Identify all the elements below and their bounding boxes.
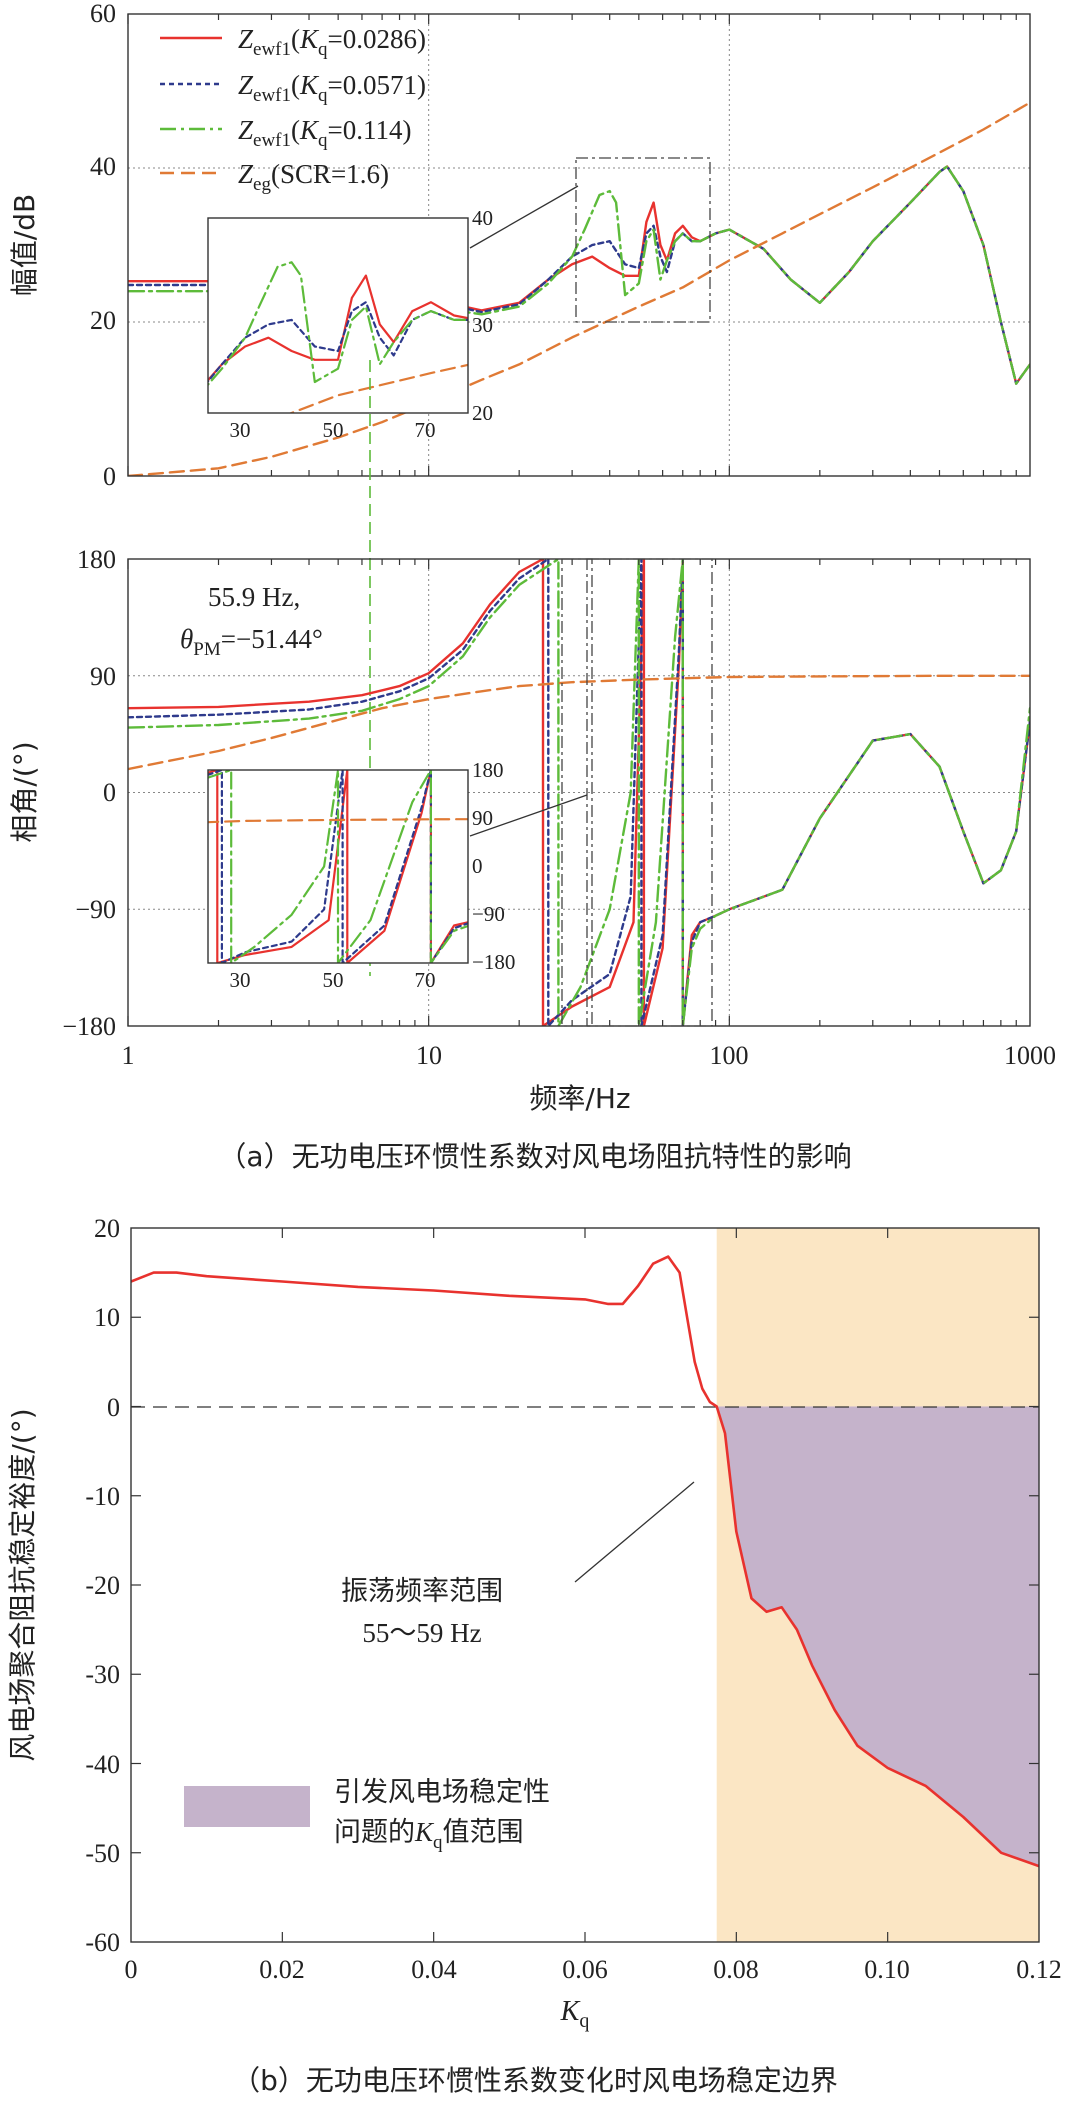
phase-inset-xtick: 50 (323, 968, 344, 992)
phase-inset-series-red (208, 770, 468, 963)
caption-b: （b）无功电压环惯性系数变化时风电场稳定边界 (232, 2064, 838, 2097)
phase-zoom-box-2 (586, 558, 713, 1027)
mag-inset-xtick: 70 (415, 418, 436, 442)
oscillation-callout-range: 55～59 Hz (362, 1618, 481, 1648)
mag-ytick-label: 40 (90, 152, 116, 181)
phase-inset-series-blue (208, 770, 468, 963)
margin-xtick-label: 0.04 (411, 1955, 457, 1984)
phase-xtick-label: 10 (416, 1041, 442, 1070)
magnitude-inset: 30 50 70 20 30 40 (207, 206, 493, 442)
phase-ylabel: 相角/(°) (8, 741, 41, 842)
margin-ytick-label: -10 (85, 1482, 120, 1511)
instability-area (716, 1406, 1039, 1867)
legend-label-kq-0571: Zewf1(Kq=0.0571) (238, 70, 426, 106)
phase-inset-ytick: 90 (472, 806, 493, 830)
mag-series-green (128, 165, 1030, 385)
mag-ylabel: 幅值/dB (8, 194, 41, 296)
phase-inset: 30 50 70 180 90 0 −90 −180 (207, 758, 515, 992)
mag-inset-ytick: 40 (472, 206, 493, 230)
phase-inset-xtick: 30 (230, 968, 251, 992)
mag-inset-series-red (208, 274, 468, 382)
phase-xtick-label: 100 (710, 1041, 749, 1070)
margin-ytick-label: 20 (94, 1214, 120, 1243)
callout-leader (574, 1481, 695, 1583)
margin-xtick-label: 0 (125, 1955, 138, 1984)
phase-inset-ytick: 180 (472, 758, 504, 782)
phase-xtick-label: 1 (122, 1041, 135, 1070)
magnitude-chart: 0 20 40 60 幅值/dB Zewf1(Kq=0.0286) Zewf1(… (8, 0, 1031, 491)
margin-xtick-label: 0.02 (259, 1955, 305, 1984)
legend-label-kq-0286: Zewf1(Kq=0.0286) (238, 24, 426, 60)
pm-annotation-frequency: 55.9 Hz, (208, 582, 300, 612)
mag-inset-ytick: 20 (472, 401, 493, 425)
legend-label-kq-114: Zewf1(Kq=0.114) (238, 115, 412, 151)
margin-xlabel: Kq (560, 1996, 590, 2032)
mag-ytick-label: 0 (103, 462, 116, 491)
mag-inset-xtick: 30 (230, 418, 251, 442)
phase-xtick-label: 1000 (1004, 1041, 1056, 1070)
margin-chart: 20 10 0 -10 -20 -30 -40 -50 -60 0 0.02 0… (6, 1214, 1062, 2032)
caption-a: （a）无功电压环惯性系数对风电场阻抗特性的影响 (218, 1140, 851, 1173)
margin-xtick-label: 0.10 (864, 1955, 910, 1984)
phase-ytick-label: 90 (90, 662, 116, 691)
magnitude-plot-frame (127, 13, 1031, 477)
phase-xlabel: 频率/Hz (529, 1082, 630, 1115)
phase-zoom-leader (469, 794, 588, 837)
legend-swatch-purple (184, 1786, 310, 1827)
phase-inset-xtick: 70 (415, 968, 436, 992)
margin-ytick-label: -20 (85, 1571, 120, 1600)
phase-ytick-label: 180 (77, 545, 116, 574)
mag-zoom-box (575, 157, 711, 323)
mag-inset-xtick: 50 (323, 418, 344, 442)
pm-annotation-angle: θPM=−51.44° (180, 624, 323, 660)
phase-ytick-label: −90 (75, 895, 116, 924)
phase-series-green (128, 559, 1030, 1026)
margin-ytick-label: -40 (85, 1750, 120, 1779)
phase-chart: 180 90 0 −90 −180 1 10 100 1000 频率/Hz 相角… (8, 545, 1056, 1115)
margin-xtick-label: 0.06 (562, 1955, 608, 1984)
legend-label-scr: Zeg(SCR=1.6) (238, 159, 389, 195)
phase-inset-ytick: −180 (472, 950, 515, 974)
mag-ytick-label: 20 (90, 306, 116, 335)
margin-ylabel: 风电场聚合阻抗稳定裕度/(°) (6, 1408, 39, 1761)
phase-ytick-label: −180 (62, 1012, 116, 1041)
phase-zoom-box-1 (561, 558, 593, 1027)
phase-inset-ytick: −90 (472, 902, 505, 926)
phase-inset-series-green (208, 770, 468, 963)
mag-zoom-leader (469, 185, 579, 249)
margin-ytick-label: -30 (85, 1660, 120, 1689)
legend-line2: 问题的Kq值范围 (334, 1817, 524, 1853)
phase-series-orange (128, 674, 1030, 771)
oscillation-callout-title: 振荡频率范围 (341, 1576, 503, 1607)
legend-line1: 引发风电场稳定性 (334, 1777, 550, 1808)
magnitude-legend: Zewf1(Kq=0.0286) Zewf1(Kq=0.0571) Zewf1(… (160, 24, 426, 195)
margin-ytick-label: 10 (94, 1303, 120, 1332)
margin-ytick-label: -60 (85, 1928, 120, 1957)
phase-series-blue (128, 559, 1030, 1026)
phase-ytick-label: 0 (103, 778, 116, 807)
margin-series-red (131, 1255, 1039, 1868)
margin-xtick-label: 0.12 (1016, 1955, 1062, 1984)
mag-ytick-label: 60 (90, 0, 116, 28)
margin-ytick-label: 0 (107, 1393, 120, 1422)
phase-inset-ytick: 0 (472, 854, 483, 878)
margin-xtick-label: 0.08 (713, 1955, 759, 1984)
margin-ytick-label: -50 (85, 1839, 120, 1868)
mag-inset-ytick: 30 (472, 313, 493, 337)
